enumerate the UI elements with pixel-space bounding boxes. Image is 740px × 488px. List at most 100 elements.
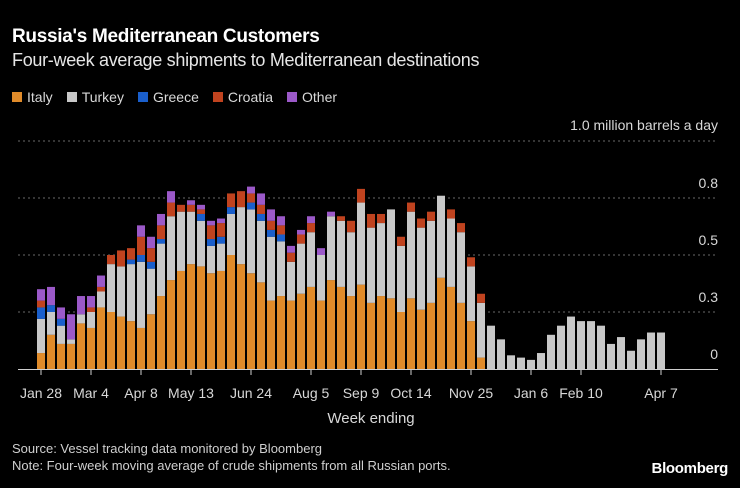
bar-segment-italy: [137, 327, 145, 369]
bar-segment-croatia: [287, 252, 295, 262]
bar-segment-croatia: [37, 300, 45, 308]
bar-segment-italy: [197, 266, 205, 369]
legend-label-other: Other: [302, 89, 338, 105]
bar-stack: [537, 353, 545, 369]
bar-segment-turkey: [337, 220, 345, 287]
bar-segment-italy: [327, 280, 335, 369]
bar-segment-greece: [257, 213, 265, 221]
bar-stack: [187, 200, 195, 369]
bar-stack: [517, 357, 525, 369]
bar-segment-turkey: [167, 216, 175, 281]
bar-segment-other: [267, 209, 275, 221]
x-tick-label: Jan 28: [20, 385, 62, 401]
bar-segment-italy: [187, 264, 195, 369]
bar-stack: [117, 250, 125, 369]
legend-item-croatia: Croatia: [212, 89, 273, 105]
bar-segment-croatia: [377, 213, 385, 224]
bar-segment-croatia: [427, 211, 435, 221]
bar-segment-croatia: [307, 223, 315, 233]
bar-segment-italy: [457, 302, 465, 369]
bar-segment-greece: [277, 234, 285, 242]
bar-segment-croatia: [397, 236, 405, 246]
bar-segment-italy: [217, 270, 225, 369]
bar-segment-italy: [177, 270, 185, 369]
bar-stack: [227, 193, 235, 369]
bar-segment-turkey: [367, 227, 375, 303]
bar-segment-italy: [97, 307, 105, 369]
y-axis-unit-label: 1.0 million barrels a day: [570, 117, 718, 133]
bar-stack: [57, 307, 65, 369]
bar-stack: [437, 195, 445, 369]
x-tick-label: Feb 10: [559, 385, 603, 401]
bar-stack: [397, 236, 405, 369]
bar-segment-croatia: [207, 225, 215, 240]
bar-segment-croatia: [257, 204, 265, 214]
bar-segment-other: [257, 193, 265, 205]
bar-segment-turkey: [457, 232, 465, 303]
bar-segment-other: [37, 289, 45, 301]
bar-segment-croatia: [217, 223, 225, 237]
bar-segment-greece: [197, 213, 205, 221]
bar-segment-turkey: [637, 339, 645, 369]
bar-segment-italy: [317, 300, 325, 369]
bar-segment-turkey: [187, 211, 195, 265]
chart-subtitle: Four-week average shipments to Mediterra…: [12, 50, 480, 70]
bar-stack: [357, 188, 365, 369]
bar-segment-turkey: [577, 321, 585, 369]
bar-segment-turkey: [517, 357, 525, 369]
bar-segment-other: [277, 216, 285, 226]
bar-segment-other: [87, 296, 95, 308]
bar-segment-croatia: [87, 307, 95, 312]
bar-segment-turkey: [507, 355, 515, 369]
bar-segment-turkey: [177, 211, 185, 271]
bar-segment-turkey: [387, 209, 395, 299]
bar-stack: [447, 209, 455, 369]
bar-segment-turkey: [267, 236, 275, 301]
bar-segment-turkey: [317, 255, 325, 301]
bar-segment-croatia: [187, 204, 195, 212]
bar-stack: [97, 275, 105, 369]
bar-segment-turkey: [137, 261, 145, 328]
bar-segment-turkey: [647, 332, 655, 369]
bar-stack: [587, 321, 595, 369]
bar-segment-other: [307, 216, 315, 224]
bar-segment-turkey: [147, 268, 155, 315]
bar-segment-turkey: [57, 325, 65, 344]
bar-segment-other: [287, 245, 295, 253]
bar-segment-croatia: [247, 193, 255, 203]
bar-segment-other: [57, 307, 65, 319]
bar-segment-croatia: [417, 218, 425, 228]
bar-stack: [627, 350, 635, 369]
bar-segment-croatia: [137, 236, 145, 255]
bar-segment-italy: [477, 357, 485, 369]
bar-stack: [77, 296, 85, 369]
bar-segment-croatia: [447, 209, 455, 219]
bar-stack: [347, 220, 355, 369]
bar-segment-turkey: [107, 264, 115, 312]
bar-segment-italy: [77, 323, 85, 369]
bar-segment-italy: [447, 286, 455, 369]
bar-segment-other: [167, 191, 175, 203]
bar-segment-turkey: [207, 245, 215, 274]
bar-segment-turkey: [347, 232, 355, 297]
bar-stack: [507, 355, 515, 369]
bar-stack: [237, 191, 245, 369]
method-note: Note: Four-week moving average of crude …: [12, 458, 451, 473]
bloomberg-logo: Bloomberg: [651, 460, 729, 477]
bar-segment-turkey: [117, 266, 125, 317]
bar-stack: [177, 204, 185, 369]
bar-stack: [67, 314, 75, 369]
legend-label-greece: Greece: [152, 89, 199, 105]
bar-segment-croatia: [167, 202, 175, 217]
bar-segment-other: [207, 220, 215, 226]
bar-segment-turkey: [527, 359, 535, 369]
bar-stack: [387, 209, 395, 369]
bar-stack: [367, 213, 375, 369]
bar-segment-greece: [47, 305, 55, 312]
bar-segment-turkey: [417, 227, 425, 310]
bar-stack: [457, 223, 465, 369]
bar-segment-other: [327, 211, 335, 217]
y-tick-label: 0.8: [699, 175, 719, 191]
bar-segment-italy: [47, 334, 55, 369]
bar-segment-turkey: [477, 302, 485, 358]
